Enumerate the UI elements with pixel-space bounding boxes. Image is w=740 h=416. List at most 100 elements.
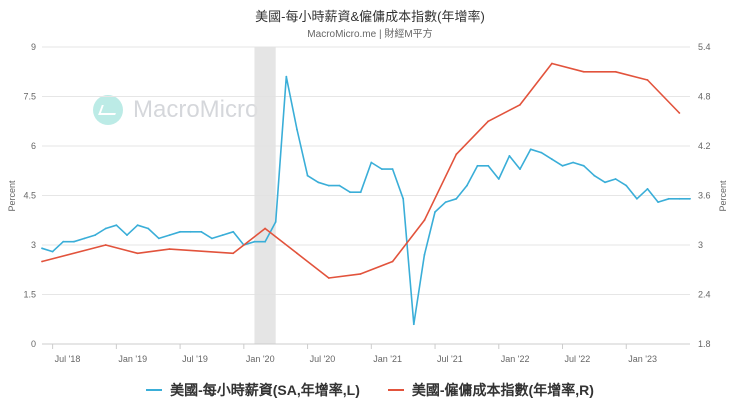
data-point (412, 323, 415, 326)
data-point (646, 188, 649, 190)
data-point (593, 174, 596, 177)
data-point (115, 224, 118, 227)
data-point (296, 128, 298, 131)
y-right-tick-label: 4.2 (698, 141, 711, 151)
y-right-axis-title: Percent (718, 180, 728, 212)
x-tick-label: Jan '23 (628, 354, 657, 364)
series-line-0 (41, 75, 690, 326)
data-point (200, 230, 203, 233)
y-right-tick-label: 3 (698, 240, 703, 250)
x-tick-label: Jul '20 (310, 354, 336, 364)
legend-item-wages[interactable]: 美國-每小時薪資(SA,年增率,L) (146, 380, 360, 400)
data-point (306, 174, 309, 177)
data-point (551, 158, 553, 161)
series-line-1 (41, 62, 680, 279)
data-point (582, 70, 585, 73)
x-tick-label: Jan '22 (501, 354, 530, 364)
y-right-tick-label: 4.8 (698, 92, 711, 102)
data-point (455, 197, 458, 200)
y-left-tick-label: 9 (31, 42, 36, 52)
data-point (211, 237, 213, 240)
x-tick-label: Jul '18 (55, 354, 81, 364)
data-point (62, 240, 65, 243)
data-point (147, 227, 150, 230)
data-point (519, 103, 521, 106)
data-point (540, 151, 543, 154)
y-right-tick-label: 1.8 (698, 339, 711, 349)
data-point (126, 234, 128, 237)
data-point (487, 120, 490, 123)
grid (42, 46, 690, 345)
data-point (582, 164, 585, 167)
y-right-tick-label: 3.6 (698, 191, 711, 201)
data-point (391, 260, 394, 263)
data-point (157, 237, 160, 240)
data-point (94, 234, 97, 237)
data-point (519, 168, 521, 171)
data-point (614, 178, 617, 180)
recession-shade (254, 47, 276, 344)
data-point (285, 75, 288, 78)
y-left-tick-label: 4.5 (23, 191, 36, 201)
macromicro-logo-icon (93, 95, 123, 125)
data-point (327, 184, 330, 187)
data-point (51, 250, 54, 253)
data-point (529, 148, 532, 151)
data-point (72, 240, 75, 243)
data-point (221, 234, 224, 237)
data-point (434, 211, 436, 213)
data-point (83, 237, 86, 240)
shaded-period (254, 47, 276, 344)
data-point (189, 230, 192, 233)
legend-item-eci[interactable]: 美國-僱傭成本指數(年增率,R) (387, 380, 594, 400)
data-point (136, 252, 139, 255)
data-point (561, 164, 564, 167)
watermark-text: MacroMicro (133, 96, 259, 123)
data-point (646, 79, 649, 81)
data-point (476, 164, 479, 167)
x-tick-label: Jul '19 (182, 354, 208, 364)
legend-label-eci: 美國-僱傭成本指數(年增率,R) (411, 382, 594, 398)
data-point (264, 240, 266, 243)
legend-swatch-wages (146, 389, 163, 391)
y-left-tick-label: 3 (31, 240, 36, 250)
data-point (391, 168, 394, 171)
y-right-tick-label: 2.4 (698, 290, 711, 300)
data-point (104, 244, 107, 246)
data-point (402, 197, 405, 200)
legend-label-wages: 美國-每小時薪資(SA,年增率,L) (170, 382, 360, 398)
y-left-tick-label: 7.5 (23, 92, 36, 102)
data-point (635, 197, 638, 200)
data-point (625, 184, 628, 187)
legend-swatch-eci (387, 389, 404, 391)
data-point (264, 227, 266, 230)
x-tick-label: Jan '21 (373, 354, 402, 364)
y-left-tick-label: 1.5 (23, 290, 36, 300)
y-left-axis-title: Percent (7, 180, 17, 212)
data-point (317, 181, 320, 184)
data-point (381, 168, 383, 171)
axes: 0 1.8 1.5 2.4 3 3 4.5 3.6 6 4.2 7.5 4.8 9 5.4 Jul '18 J… (7, 42, 728, 364)
series-group (41, 62, 691, 326)
data-point (296, 252, 298, 255)
data-point (327, 277, 330, 279)
macromicro-watermark: MacroMicro (93, 95, 258, 125)
data-point (232, 230, 235, 233)
data-point (572, 161, 575, 164)
data-point (657, 201, 660, 204)
data-point (349, 191, 351, 194)
data-point (497, 178, 500, 180)
y-left-tick-label: 0 (31, 339, 36, 349)
legend[interactable]: 美國-每小時薪資(SA,年增率,L) 美國-僱傭成本指數(年增率,R) (0, 380, 740, 400)
y-right-tick-label: 5.4 (698, 42, 711, 52)
data-point (444, 201, 447, 204)
data-point (551, 62, 553, 65)
data-point (614, 70, 617, 73)
data-point (508, 155, 511, 157)
data-point (359, 272, 362, 275)
x-tick-label: Jul '21 (437, 354, 463, 364)
chart-title: 美國-每小時薪資&僱傭成本指數(年增率) (255, 9, 485, 24)
data-point (455, 153, 458, 156)
data-point (370, 161, 373, 164)
